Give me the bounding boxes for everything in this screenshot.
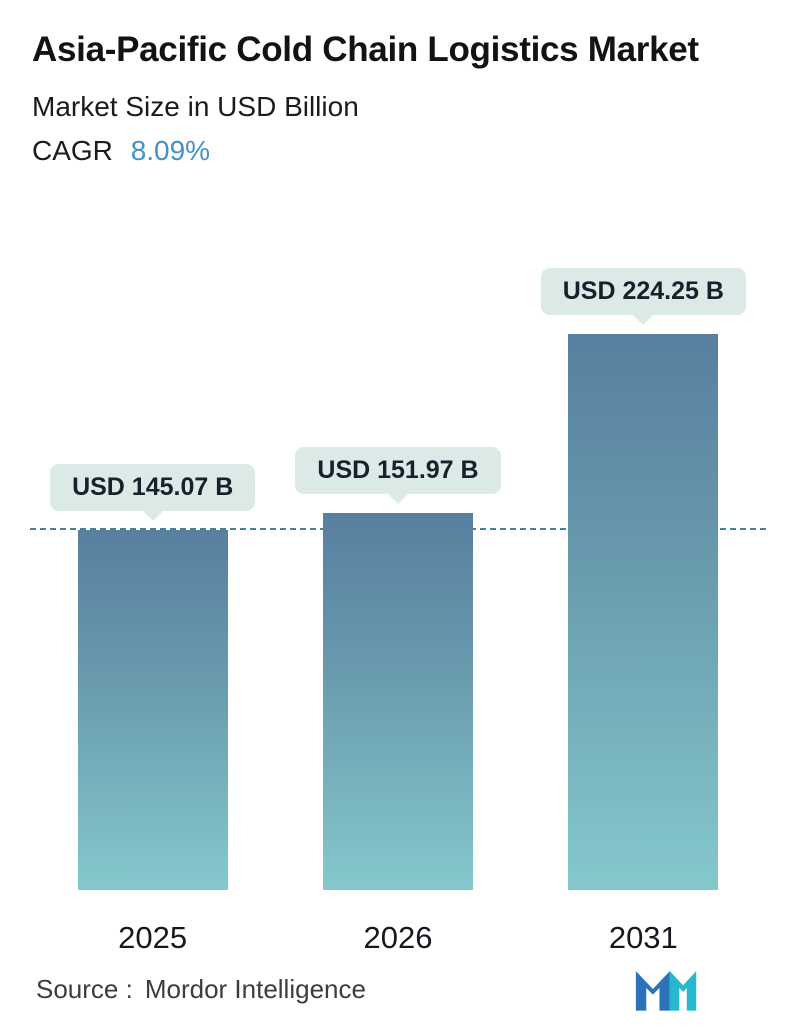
chart-subtitle: Market Size in USD Billion bbox=[32, 90, 359, 122]
bar-group-2025: USD 145.07 B bbox=[50, 464, 256, 890]
value-label-notch bbox=[142, 511, 163, 521]
x-axis-label: 2031 bbox=[608, 920, 678, 955]
source-value: Mordor Intelligence bbox=[144, 974, 366, 1004]
bar-2031 bbox=[568, 334, 719, 890]
value-label-pill: USD 224.25 B bbox=[540, 268, 746, 315]
cagr-value: 8.09% bbox=[130, 134, 211, 166]
value-label-pill: USD 151.97 B bbox=[295, 447, 501, 494]
value-label-notch bbox=[633, 315, 654, 325]
x-axis-label: 2026 bbox=[363, 920, 433, 955]
bar-group-2031: USD 224.25 B bbox=[540, 268, 746, 890]
chart-title: Asia-Pacific Cold Chain Logistics Market bbox=[32, 30, 699, 69]
x-axis-label: 2025 bbox=[118, 920, 188, 955]
source-text: Source : Mordor Intelligence bbox=[36, 974, 366, 1005]
bar-group-2026: USD 151.97 B bbox=[295, 447, 501, 890]
bar-2025 bbox=[77, 530, 228, 890]
chart-footer: Source : Mordor Intelligence bbox=[36, 966, 796, 1016]
mordor-intelligence-logo bbox=[635, 971, 697, 1011]
source-label: Source : bbox=[36, 974, 133, 1004]
value-label-pill: USD 145.07 B bbox=[50, 464, 256, 511]
value-label-notch bbox=[387, 494, 408, 504]
bar-chart: USD 145.07 B USD 151.97 B USD 224.25 B 2… bbox=[30, 260, 766, 960]
bar-2026 bbox=[322, 513, 473, 890]
bars-container: USD 145.07 B USD 151.97 B USD 224.25 B bbox=[30, 268, 766, 890]
x-axis-labels: 2025 2026 2031 bbox=[30, 920, 766, 956]
chart-header: Asia-Pacific Cold Chain Logistics Market… bbox=[32, 24, 752, 167]
cagr-label: CAGR bbox=[32, 134, 113, 166]
cagr-row: CAGR 8.09% bbox=[32, 135, 752, 167]
